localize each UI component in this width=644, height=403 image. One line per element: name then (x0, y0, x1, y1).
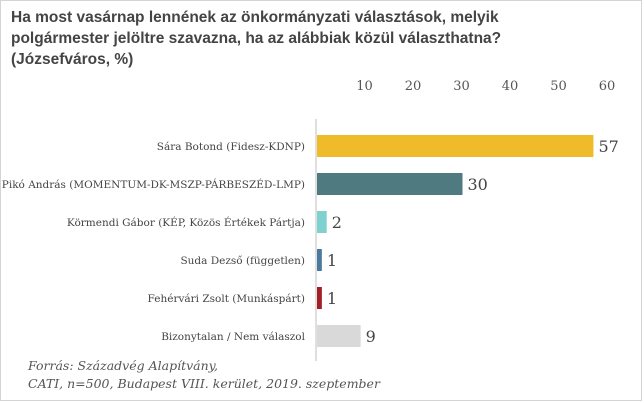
bar (317, 325, 361, 347)
source-note: Forrás: Századvég Alapítvány, CATI, n=50… (28, 357, 380, 393)
chart-title-line: Ha most vasárnap lennének az önkormányza… (11, 9, 499, 26)
data-label: 30 (468, 175, 488, 194)
bar (317, 173, 463, 195)
x-tick-label: 60 (599, 79, 616, 94)
chart-title-line: polgármester jelöltre szavazna, ha az al… (11, 30, 502, 47)
x-tick-label: 10 (356, 79, 373, 94)
bar (317, 211, 327, 233)
category-label: Körmendi Gábor (KÉP, Közös Értékek Pártj… (67, 215, 305, 229)
x-tick-label: 20 (405, 79, 422, 94)
x-tick-label: 40 (502, 79, 519, 94)
category-label: Pikó András (MOMENTUM-DK-MSZP-PÁRBESZÉD-… (2, 177, 305, 191)
data-label: 57 (598, 137, 618, 156)
category-label: Suda Dezső (független) (180, 254, 305, 267)
category-label: Bizonytalan / Nem válaszol (161, 331, 305, 343)
data-label: 1 (327, 289, 337, 308)
source-line-1: Forrás: Századvég Alapítvány, (28, 358, 219, 373)
data-label: 9 (366, 327, 376, 346)
x-tick-label: 30 (453, 79, 470, 94)
x-tick-label: 50 (550, 79, 567, 94)
source-line-2: CATI, n=500, Budapest VIII. kerület, 201… (28, 376, 380, 391)
bar (317, 287, 322, 309)
category-label: Sára Botond (Fidesz-KDNP) (157, 141, 305, 153)
chart-title: Ha most vasárnap lennének az önkormányza… (11, 7, 571, 70)
category-label: Fehérvári Zsolt (Munkáspárt) (148, 293, 305, 305)
data-label: 2 (332, 213, 342, 232)
data-label: 1 (327, 251, 337, 270)
chart-title-line: (Józsefváros, %) (11, 51, 134, 68)
bar (317, 135, 594, 157)
bar (317, 249, 322, 271)
